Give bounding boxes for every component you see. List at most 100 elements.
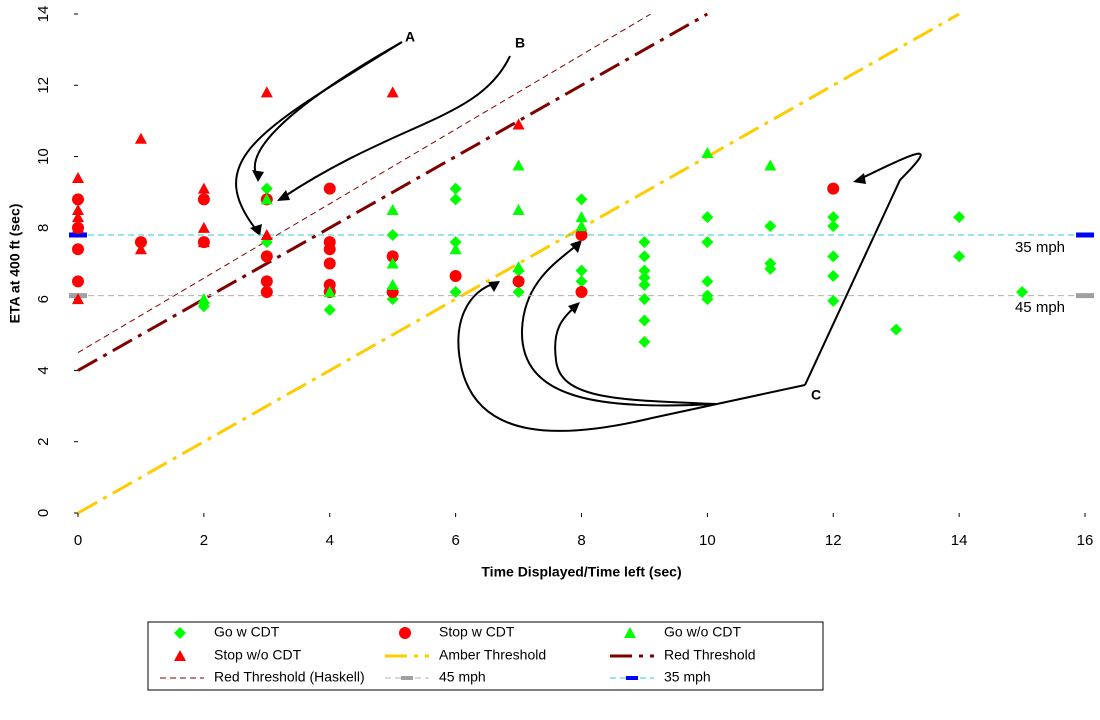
point <box>701 147 714 159</box>
legend-swatch <box>174 627 186 639</box>
point <box>323 182 336 195</box>
x-tick-label: 4 <box>326 532 334 549</box>
annotation: A <box>405 29 415 45</box>
point <box>575 286 588 299</box>
arrow <box>554 305 717 405</box>
legend-swatch <box>624 627 636 638</box>
y-tick-label: 0 <box>35 509 52 517</box>
point <box>449 236 462 249</box>
arrow-head <box>250 224 262 236</box>
point <box>701 211 714 224</box>
point <box>638 271 651 284</box>
arrow-head <box>252 170 264 182</box>
point <box>638 250 651 263</box>
point <box>260 182 273 195</box>
legend-swatch <box>399 627 411 639</box>
point <box>386 250 399 263</box>
point <box>197 293 210 305</box>
arrow-heads <box>250 170 866 314</box>
y-tick-label: 8 <box>35 224 52 232</box>
point <box>512 286 525 299</box>
point <box>827 182 840 195</box>
arrow-head <box>277 190 290 201</box>
point <box>827 294 840 307</box>
point <box>72 243 84 256</box>
arrow <box>235 41 403 233</box>
arrow <box>253 41 403 179</box>
point <box>638 278 651 291</box>
legend-label: Red Threshold <box>664 647 756 663</box>
arrow-head <box>488 281 500 292</box>
point <box>323 286 336 298</box>
point <box>638 264 651 277</box>
arrow-head <box>853 173 866 184</box>
point <box>72 293 84 305</box>
arrow <box>281 55 511 199</box>
point <box>575 228 588 241</box>
point <box>449 269 462 282</box>
x-tick-label: 0 <box>74 532 82 549</box>
point <box>512 261 525 273</box>
legend-label: 45 mph <box>439 669 486 685</box>
y-tick-label: 12 <box>35 77 52 94</box>
threshold-line <box>77 13 651 354</box>
point <box>323 243 336 256</box>
point <box>575 264 588 277</box>
point <box>72 204 84 216</box>
x-tick-label: 8 <box>577 532 585 549</box>
point <box>197 193 210 206</box>
y-axis-label: ETA at 400 ft (sec) <box>7 204 23 324</box>
legend-label: Go w CDT <box>214 624 280 640</box>
legend-swatch <box>174 650 186 661</box>
legend-label: Amber Threshold <box>439 647 546 663</box>
point <box>386 257 399 269</box>
legend-box <box>147 621 824 691</box>
point <box>260 286 273 299</box>
annotation-arrows <box>235 41 922 432</box>
point <box>953 250 966 263</box>
y-tick-label: 10 <box>35 148 52 165</box>
legend-label: Go w/o CDT <box>664 624 741 640</box>
point <box>638 236 651 249</box>
point <box>638 293 651 306</box>
point <box>260 250 273 263</box>
legend-label: Stop w CDT <box>439 624 515 640</box>
point <box>764 159 777 171</box>
point <box>764 220 777 233</box>
point <box>638 335 651 348</box>
point <box>323 303 336 316</box>
point <box>134 243 147 255</box>
point <box>134 236 147 249</box>
point <box>449 193 462 206</box>
point <box>449 243 462 255</box>
arrow-head <box>570 240 582 253</box>
point <box>260 193 273 205</box>
point <box>1016 286 1029 299</box>
x-axis-label: Time Displayed/Time left (sec) <box>481 564 681 580</box>
point <box>701 293 714 306</box>
legend-label: Red Threshold (Haskell) <box>214 669 365 685</box>
x-tick-label: 16 <box>1077 532 1094 549</box>
point <box>386 204 399 216</box>
point <box>701 236 714 249</box>
x-tick-label: 2 <box>200 532 208 549</box>
annotation: 35 mph <box>1015 239 1065 256</box>
point <box>197 182 210 194</box>
arrow <box>520 243 717 407</box>
point <box>890 323 903 336</box>
point <box>72 193 84 206</box>
arrow <box>457 282 806 432</box>
arrow-head <box>568 302 580 314</box>
point <box>827 220 840 233</box>
point <box>512 118 525 130</box>
point <box>575 193 588 206</box>
point <box>827 211 840 224</box>
point <box>827 250 840 263</box>
y-tick-label: 6 <box>35 295 52 303</box>
point <box>701 275 714 288</box>
point <box>575 275 588 288</box>
annotation: 45 mph <box>1015 299 1065 316</box>
point <box>72 221 84 233</box>
threshold-line <box>77 12 709 372</box>
